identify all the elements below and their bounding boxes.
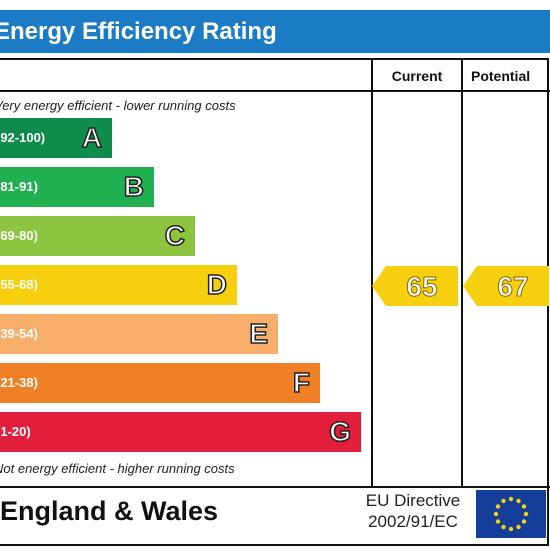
- band-letter: F: [292, 366, 311, 399]
- band-d: (55-68) D: [0, 265, 237, 305]
- band-letter: G: [328, 415, 351, 448]
- eu-flag-icon: [476, 490, 546, 538]
- band-range-label: (69-80): [0, 228, 38, 243]
- rating-arrow-value: 67: [497, 271, 528, 302]
- note-inefficient: Not energy efficient - higher running co…: [0, 461, 235, 476]
- column-header-current: Current: [391, 68, 443, 84]
- country-label: England & Wales: [0, 496, 219, 526]
- potential-rating-arrow: 67: [463, 266, 549, 306]
- rating-arrow-shape: [372, 266, 458, 306]
- band-a: (92-100) A: [0, 118, 112, 158]
- band-range-label: (21-38): [0, 375, 38, 390]
- band-c: (69-80) C: [0, 216, 195, 256]
- column-header-potential: Potential: [471, 68, 531, 84]
- eu-directive: EU Directive 2002/91/EC: [354, 490, 472, 532]
- band-letter: B: [123, 170, 145, 203]
- band-range-label: (39-54): [0, 326, 38, 341]
- band-b: (81-91) B: [0, 167, 154, 207]
- header-divider: [0, 90, 550, 92]
- band-letter: D: [206, 268, 228, 301]
- band-range-label: (1-20): [0, 424, 31, 439]
- band-g: (1-20) G: [0, 412, 361, 452]
- band-range-label: (55-68): [0, 277, 38, 292]
- band-range-label: (81-91): [0, 179, 38, 194]
- rating-arrow-shape: [463, 266, 549, 306]
- band-letter: A: [81, 121, 103, 154]
- chart-title: Energy Efficiency Rating: [0, 18, 277, 45]
- current-rating-arrow: 65: [372, 266, 458, 306]
- eu-directive-line1: EU Directive: [365, 491, 461, 510]
- divider-current: [371, 58, 373, 488]
- rating-arrow-value: 65: [406, 271, 437, 302]
- note-efficient: Very energy efficient - lower running co…: [0, 98, 236, 113]
- band-f: (21-38) F: [0, 363, 320, 403]
- band-range-label: (92-100): [0, 130, 46, 145]
- band-letter: C: [164, 219, 186, 252]
- eu-directive-line2: 2002/91/EC: [368, 512, 458, 531]
- footer-divider: [0, 486, 550, 488]
- chart-title-bar: Energy Efficiency Rating: [0, 10, 550, 53]
- band-letter: E: [249, 317, 269, 350]
- band-e: (39-54) E: [0, 314, 278, 354]
- divider-potential: [461, 58, 463, 488]
